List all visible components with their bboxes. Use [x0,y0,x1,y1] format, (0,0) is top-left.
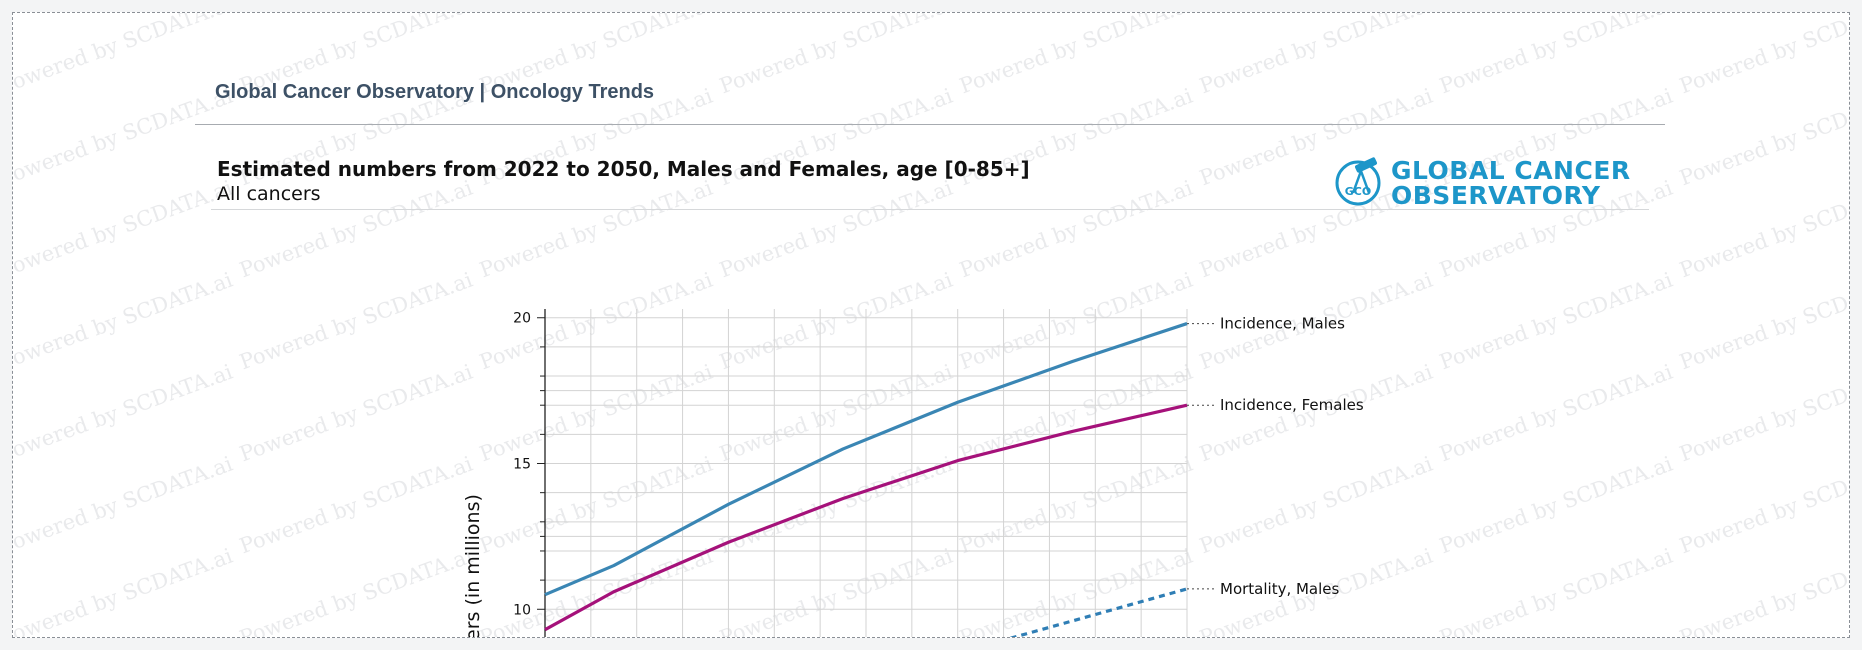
title-divider [211,209,1649,210]
chart-subtitle: All cancers [217,183,321,205]
report-frame: Powered by SCDATA.ai Powered by SCDATA.ai… [12,12,1850,638]
y-tick-label: 15 [513,457,531,473]
trend-chart: 10 15 20 bers (in millions) Incidence, Males… [462,309,1364,638]
telescope-icon: GCO [1335,157,1381,206]
series-line [544,403,1188,632]
chart-title: Estimated numbers from 2022 to 2050, Mal… [217,157,1030,181]
series-end-label: Incidence, Males [1220,315,1345,333]
header-divider [195,124,1665,125]
series-line [1008,587,1188,637]
logo-line-2: OBSERVATORY [1391,181,1601,210]
series-end-label: Mortality, Males [1220,580,1340,598]
series-line [544,322,1188,597]
gco-logo[interactable]: GCO GLOBAL CANCER OBSERVATORY [1334,155,1634,211]
svg-text:GCO: GCO [1345,185,1371,198]
y-axis-title: bers (in millions) [462,494,484,638]
y-tick-label: 20 [513,311,531,327]
y-tick-label: 10 [513,602,531,618]
logo-line-1: GLOBAL CANCER [1391,156,1631,185]
app-title: Global Cancer Observatory | Oncology Tre… [215,81,655,103]
series-end-label: Incidence, Females [1220,396,1364,414]
